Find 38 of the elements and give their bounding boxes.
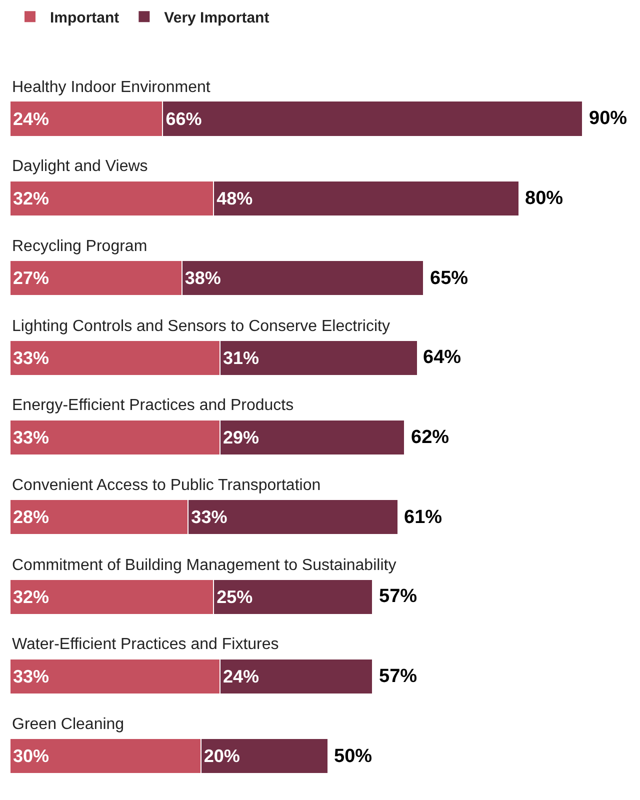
- y-tick-label: Water-Efficient Practices and Fixtures: [12, 636, 279, 653]
- y-tick-label: Convenient Access to Public Transportation: [12, 477, 321, 494]
- data-label: 33%: [13, 348, 50, 368]
- y-tick-label: Daylight and Views: [12, 158, 148, 175]
- total-label: 64%: [423, 347, 462, 368]
- data-label: 33%: [191, 507, 228, 528]
- data-label: 27%: [13, 268, 50, 288]
- y-tick-label: Commitment of Building Management to Sustainability: [12, 557, 396, 574]
- data-label: 32%: [13, 188, 50, 208]
- data-label: 30%: [13, 746, 50, 766]
- data-label: 20%: [204, 746, 240, 766]
- data-label: 48%: [216, 188, 253, 208]
- data-label: 24%: [13, 108, 50, 129]
- total-label: 57%: [379, 666, 418, 687]
- data-label: 32%: [13, 586, 50, 607]
- total-label: 90%: [589, 108, 628, 129]
- total-label: 80%: [525, 188, 564, 209]
- legend-label: Important: [50, 9, 120, 26]
- total-label: 61%: [404, 507, 442, 528]
- total-label: 57%: [379, 586, 418, 607]
- y-tick-label: Green Cleaning: [12, 716, 124, 733]
- data-label: 33%: [13, 427, 50, 448]
- y-tick-label: Lighting Controls and Sensors to Conserve Electricity: [12, 318, 390, 335]
- data-label: 29%: [223, 427, 260, 448]
- total-label: 65%: [430, 268, 468, 289]
- legend-label: Very Important: [164, 9, 270, 26]
- data-label: 25%: [216, 586, 253, 607]
- data-label: 24%: [223, 666, 260, 686]
- y-tick-label: Healthy Indoor Environment: [12, 79, 211, 96]
- y-tick-label: Energy-Efficient Practices and Products: [12, 397, 294, 414]
- data-label: 38%: [184, 268, 221, 288]
- data-label: 33%: [13, 666, 50, 686]
- y-tick-label: Recycling Program: [12, 238, 148, 255]
- data-label: 28%: [13, 507, 50, 528]
- total-label: 50%: [334, 746, 372, 767]
- total-label: 62%: [411, 427, 450, 448]
- data-label: 66%: [166, 108, 202, 129]
- data-label: 31%: [223, 348, 260, 368]
